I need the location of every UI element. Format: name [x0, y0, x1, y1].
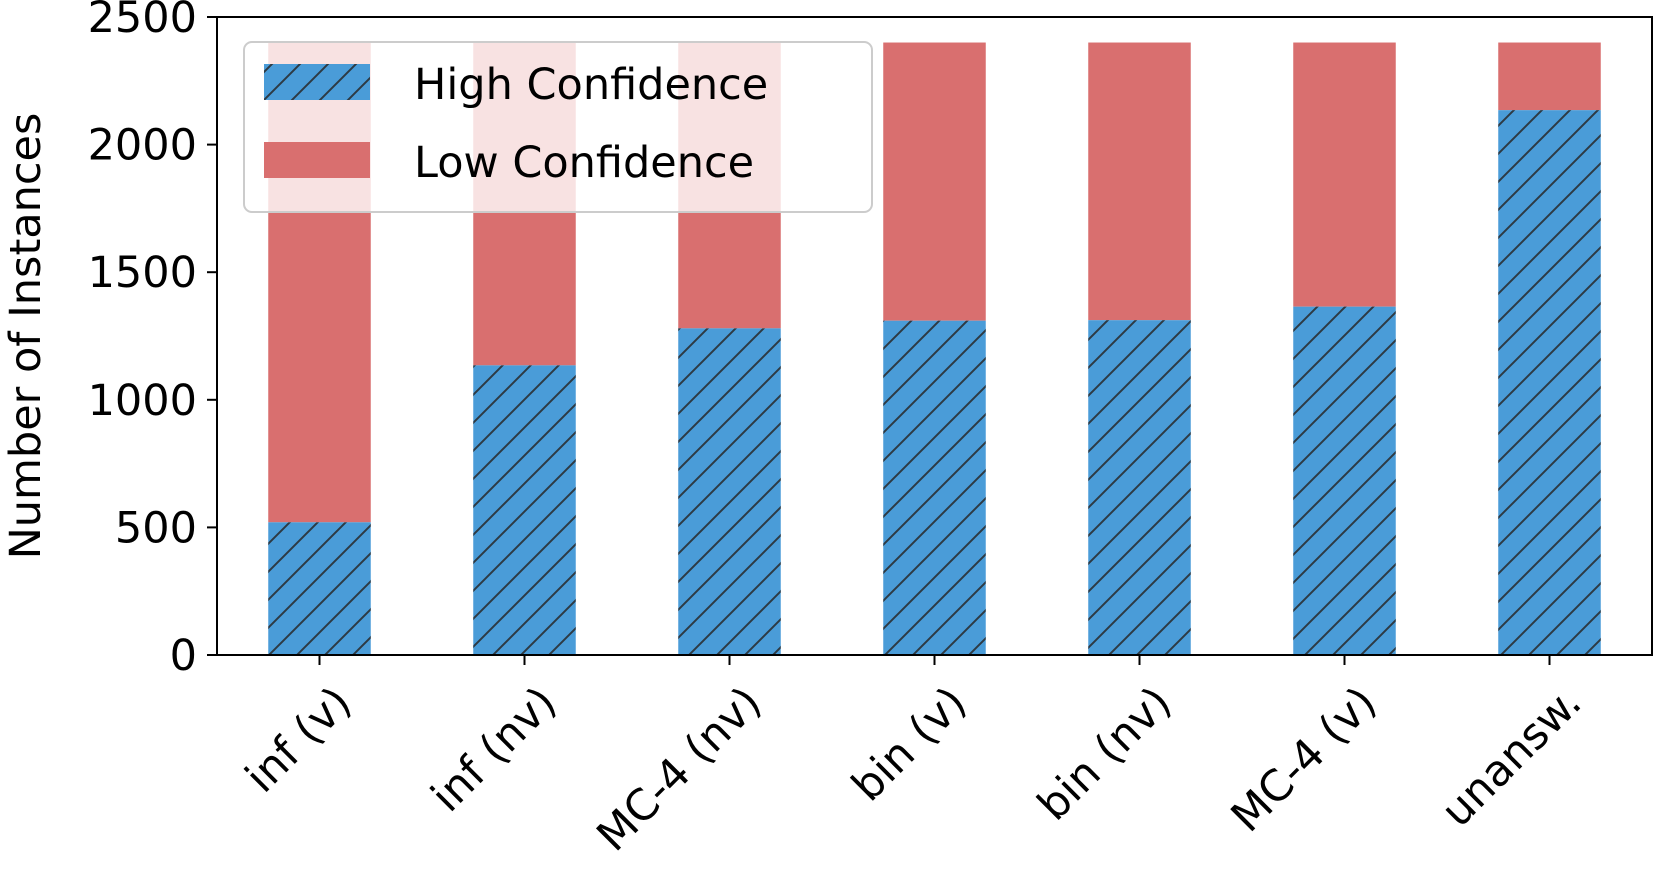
x-tick-label: inf (nv): [422, 677, 566, 821]
bar-high-confidence-hatch: [1088, 320, 1191, 655]
legend-label-high-confidence: High Confidence: [414, 60, 768, 110]
legend-swatch-low-confidence: [264, 142, 370, 178]
x-tick-label: bin (v): [843, 677, 977, 811]
y-tick-label: 1500: [88, 248, 197, 298]
legend-label-low-confidence: Low Confidence: [414, 138, 754, 188]
bar-high-confidence-hatch: [1498, 110, 1601, 655]
y-axis-title: Number of Instances: [1, 113, 51, 560]
y-tick-label: 500: [115, 503, 197, 553]
x-tick-label: inf (v): [236, 677, 361, 802]
legend-box: [243, 41, 873, 213]
bar-high-confidence-hatch: [1293, 306, 1396, 655]
y-tick-label: 1000: [88, 376, 197, 426]
bar-high-confidence-hatch: [473, 365, 576, 655]
x-tick-label: bin (nv): [1028, 677, 1181, 830]
bar-low-confidence: [1088, 42, 1191, 321]
bar-low-confidence: [1498, 42, 1601, 111]
x-tick-label: MC-4 (v): [1222, 677, 1387, 842]
x-tick-label: MC-4 (nv): [588, 677, 772, 861]
bar-high-confidence-hatch: [268, 522, 371, 655]
bar-high-confidence-hatch: [678, 328, 781, 655]
bar-high-confidence-hatch: [883, 320, 986, 655]
y-axis: 0 500 1000 1500 2000 2500: [88, 0, 217, 681]
x-axis: inf (v) inf (nv) MC-4 (nv) bin (v) bin (nv) M…: [236, 655, 1591, 861]
bar-low-confidence: [883, 42, 986, 321]
legend-swatch-hatch: [264, 64, 370, 100]
y-tick-label: 0: [170, 631, 197, 681]
bar-low-confidence: [1293, 42, 1396, 307]
x-tick-label: unansw.: [1432, 677, 1591, 836]
legend: High Confidence Low Confidence: [243, 41, 873, 213]
y-tick-label: 2000: [88, 121, 197, 171]
y-tick-label: 2500: [88, 0, 197, 43]
